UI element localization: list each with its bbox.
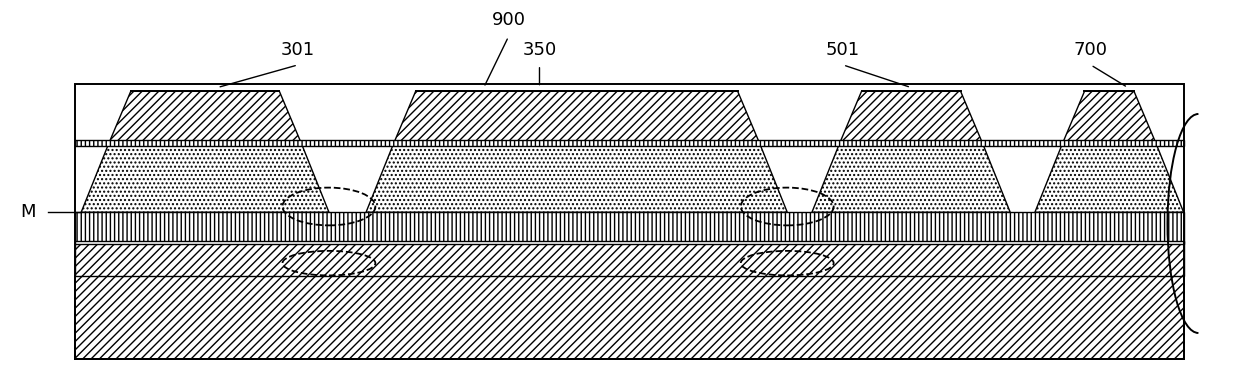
Bar [74,241,1183,244]
Bar [74,140,1183,146]
Polygon shape [1035,144,1183,212]
Text: M: M [20,203,36,221]
Text: 501: 501 [826,41,861,59]
Polygon shape [393,91,760,144]
Text: 350: 350 [522,41,557,59]
Polygon shape [812,144,1011,212]
Polygon shape [81,144,329,212]
Polygon shape [839,91,983,144]
Polygon shape [108,91,301,144]
Text: 700: 700 [1074,41,1107,59]
Bar [74,242,1183,276]
Text: 301: 301 [281,41,315,59]
Bar [74,84,1183,359]
Text: 900: 900 [491,11,526,28]
Polygon shape [366,144,787,212]
Bar [74,276,1183,359]
Polygon shape [1063,91,1157,144]
Bar [74,212,1183,242]
